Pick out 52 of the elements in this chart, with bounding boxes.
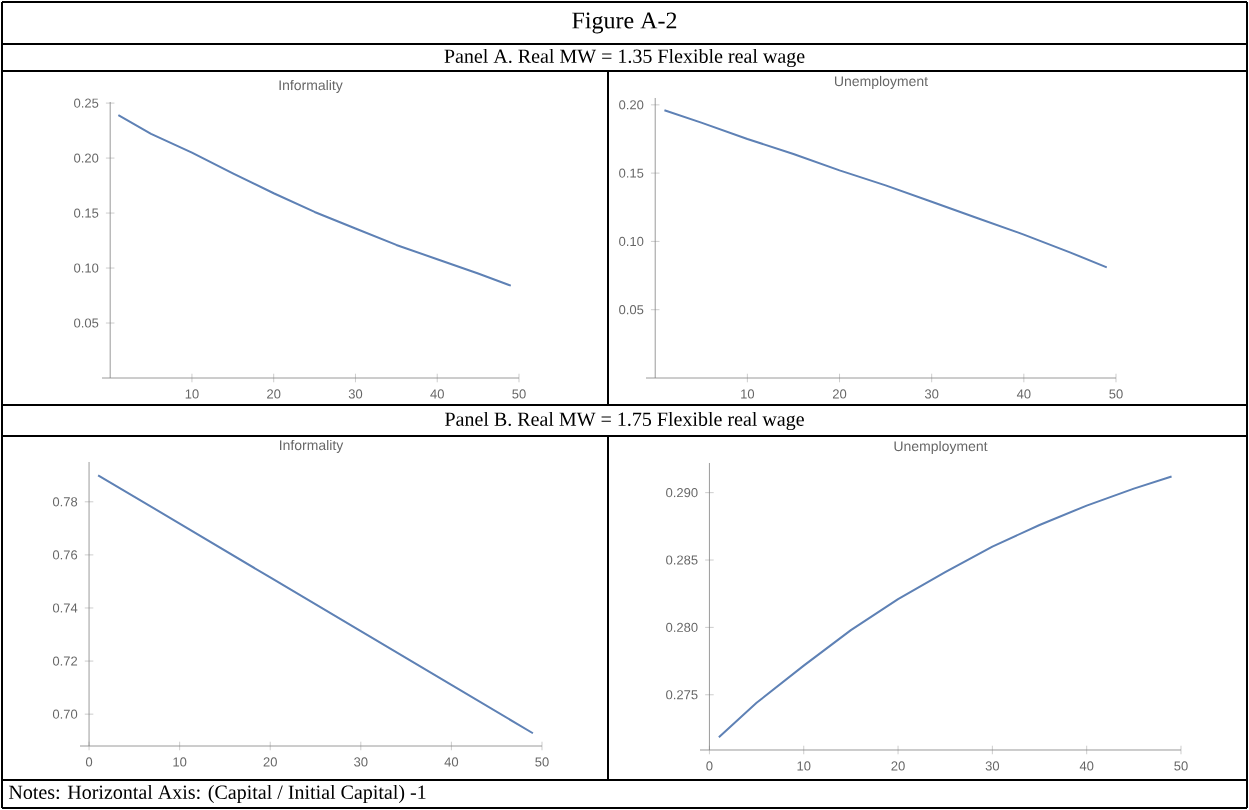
y-tick-label: 0.290 [666, 488, 698, 498]
x-tick-label: 40 [1016, 389, 1031, 399]
x-tick-label: 40 [1079, 761, 1094, 771]
y-tick-label: 0.20 [74, 153, 99, 163]
x-tick-label: 30 [985, 761, 1000, 771]
text: Panel B. Real MW = 1.75 Flexible real wage [445, 411, 804, 431]
chart-title: Informality [279, 439, 344, 453]
x-tick-label: 10 [185, 389, 199, 399]
y-tick-label: 0.285 [666, 555, 698, 565]
y-tick-label: 0.20 [619, 100, 644, 110]
y-tick-label: 0.78 [52, 497, 78, 507]
y-tick-label: 0.10 [619, 236, 644, 247]
y-tick-label: 0.72 [52, 656, 78, 666]
x-tick-label: 10 [173, 757, 187, 767]
text: Figure A-2 [572, 12, 677, 34]
line-series [117, 114, 512, 287]
line-series [97, 474, 534, 735]
x-tick-label: 50 [512, 389, 526, 399]
x-tick-label: 50 [1174, 761, 1188, 771]
x-tick-label: 20 [832, 389, 847, 399]
y-tick-label: 0.15 [74, 208, 99, 218]
text: Panel A. Real MW = 1.35 Flexible real wage [444, 48, 805, 68]
y-tick-label: 0.15 [619, 168, 644, 178]
y-tick-label: 0.05 [74, 318, 99, 328]
x-tick-label: 40 [444, 757, 459, 767]
y-tick-label: 0.76 [52, 550, 78, 560]
y-tick-label: 0.10 [74, 263, 99, 273]
x-tick-label: 50 [1109, 389, 1123, 399]
x-tick-label: 10 [797, 761, 811, 771]
chart-title: Unemployment [834, 75, 928, 89]
chart-title: Unemployment [894, 440, 988, 454]
x-tick-label: 20 [263, 757, 277, 767]
y-tick-label: 0.74 [52, 603, 78, 613]
y-tick-label: 0.70 [52, 709, 78, 719]
x-tick-label: 0 [706, 761, 713, 771]
y-tick-label: 0.275 [666, 690, 698, 700]
chart-title: Informality [279, 79, 343, 93]
x-tick-label: 40 [430, 389, 444, 399]
line-series [663, 109, 1108, 269]
x-tick-label: 20 [891, 761, 905, 771]
x-tick-label: 10 [741, 389, 755, 399]
y-tick-label: 0.05 [619, 305, 644, 315]
y-tick-label: 0.25 [74, 98, 99, 108]
x-tick-label: 20 [267, 389, 281, 399]
x-tick-label: 0 [85, 757, 93, 767]
x-tick-label: 30 [354, 757, 368, 767]
text: Notes: Horizontal Axis: (Capital / Initial Capital) -1 [8, 784, 426, 804]
line-series [717, 475, 1173, 739]
y-tick-label: 0.280 [666, 622, 698, 632]
x-tick-label: 30 [924, 389, 939, 399]
x-tick-label: 50 [535, 757, 549, 767]
x-tick-label: 30 [348, 389, 363, 399]
